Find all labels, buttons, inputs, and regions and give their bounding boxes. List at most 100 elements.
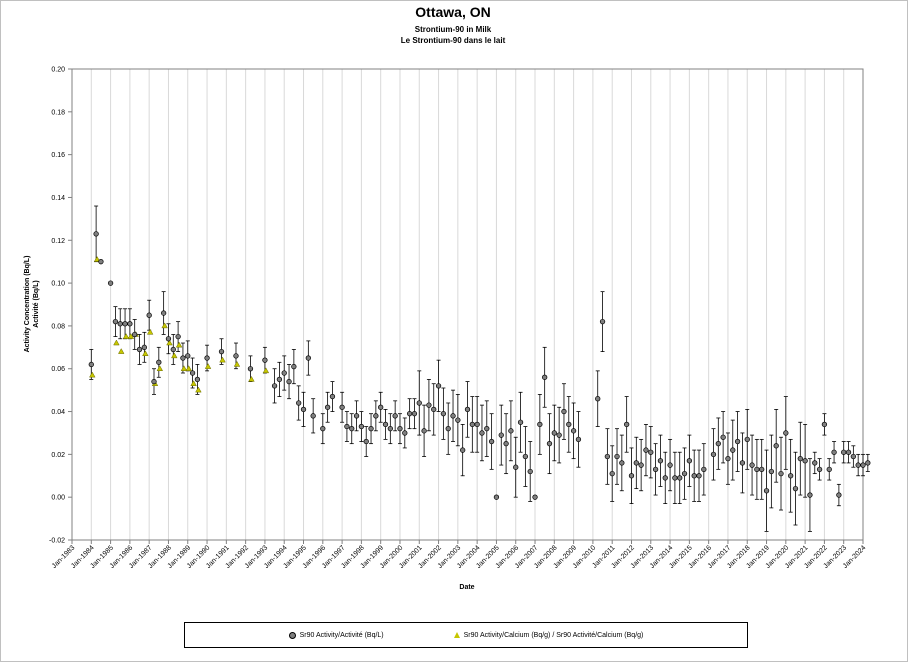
activity-point [759,466,765,473]
calcium-point [190,380,197,386]
activity-point [127,321,133,327]
y-tick-label: 0.12 [51,238,65,245]
activity-point [532,494,538,500]
activity-point [445,426,451,432]
activity-point [455,417,461,423]
calcium-point [146,328,154,335]
legend-label-activity: Sr90 Activity/Activité (Bq/L) [299,631,384,639]
activity-point [614,453,620,460]
activity-point [93,231,99,237]
x-axis-label: Date [459,584,474,591]
activity-point [469,421,475,428]
legend-item-activity: Sr90 Activity/Activité (Bq/L) [288,631,384,639]
activity-point [691,473,697,479]
activity-point [701,466,707,473]
activity-point [479,430,485,436]
activity-point [648,449,654,455]
activity-point [122,321,128,327]
activity-point [146,312,152,318]
activity-point [368,426,374,432]
activity-point [296,400,302,406]
activity-point [807,492,813,498]
activity-point [112,318,119,325]
activity-point [262,357,268,363]
calcium-point [127,333,135,339]
activity-point [662,475,668,481]
activity-point [402,430,408,436]
activity-point [170,346,176,353]
activity-point [392,413,398,419]
calcium-point [161,322,168,329]
circle-marker-icon [288,631,296,639]
activity-point [503,441,509,447]
activity-point [344,423,350,430]
activity-point [107,280,114,286]
activity-point [189,370,196,376]
activity-point [788,473,794,479]
calcium-point [262,367,270,374]
activity-point [725,455,731,462]
y-tick-label: 0.04 [51,409,65,416]
activity-point [508,428,514,434]
chart-title: Ottawa, ON [415,4,490,20]
activity-point [488,438,495,445]
activity-point [821,421,828,428]
calcium-point [204,363,212,369]
activity-point [768,468,775,475]
activity-point [421,428,427,434]
activity-point [841,449,847,455]
chart-subtitle-2: Le Strontium-90 dans le lait [401,36,506,45]
activity-point [773,443,779,449]
calcium-point [233,360,241,367]
activity-point [98,259,104,265]
activity-point [836,492,842,498]
activity-point [802,458,808,464]
activity-point [826,466,832,473]
calcium-point [89,371,96,378]
activity-point [681,470,688,477]
y-tick-label: 0.10 [51,281,65,288]
activity-point [484,426,490,432]
activity-point [715,441,721,447]
triangle-marker-icon [453,632,460,638]
activity-point [329,393,336,400]
chart-subtitle-1: Strontium-90 in Milk [415,25,492,34]
calcium-point [113,339,120,346]
calcium-point [93,256,101,262]
activity-point [816,466,823,473]
grid-lines [71,69,864,540]
chart-svg: Ottawa, ON Strontium-90 in Milk Le Stron… [24,4,871,591]
activity-point [464,406,471,413]
activity-point [517,419,524,425]
legend: Sr90 Activity/Activité (Bq/L) Sr90 Activ… [184,622,748,648]
activity-point [353,413,360,419]
activity-point [431,406,437,413]
activity-point [435,383,442,389]
activity-point [165,336,172,342]
y-axis-label-2: Activité (Bq/L) [33,280,40,327]
activity-point [720,434,726,440]
activity-point [156,359,162,365]
activity-point [378,404,384,410]
activity-point [324,404,331,410]
activity-point [860,462,866,468]
activity-point [672,475,678,481]
activity-point [792,485,799,492]
activity-point [204,355,210,361]
activity-point [136,346,143,353]
activity-point [358,423,365,430]
calcium-point [248,375,255,382]
activity-point [382,421,389,428]
activity-point [566,421,572,428]
activity-point [696,473,702,479]
activity-point [387,426,393,432]
activity-point [349,426,355,432]
activity-point [537,421,543,428]
y-tick-label: 0.00 [51,495,65,502]
activity-point [513,464,519,470]
activity-point [247,366,254,372]
activity-point [575,436,582,443]
activity-point [667,462,673,468]
activity-point [855,462,861,468]
legend-item-calcium: Sr90 Activity/Calcium (Bq/g) / Sr90 Acti… [453,632,643,639]
